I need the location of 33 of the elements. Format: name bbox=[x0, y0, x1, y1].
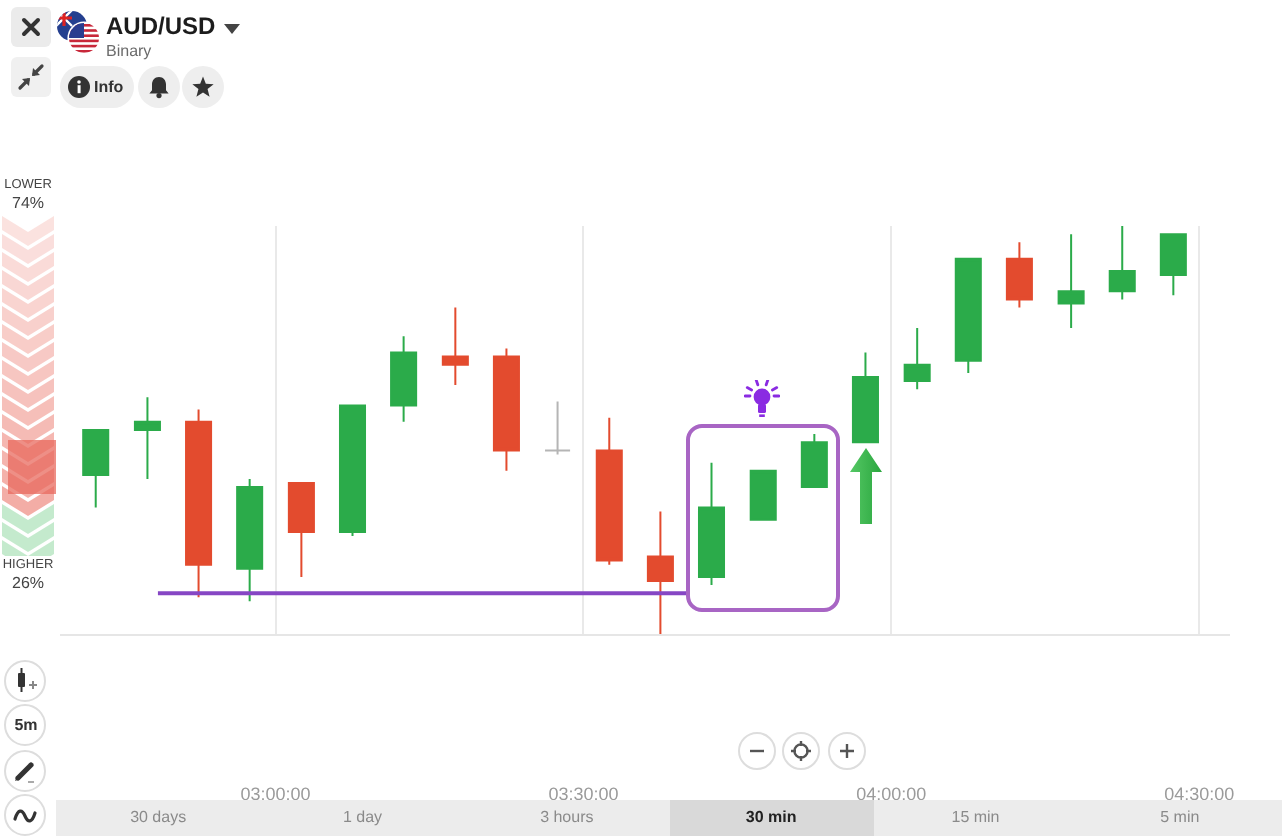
candlestick bbox=[595, 416, 623, 566]
x-tick-label: 04:00:00 bbox=[856, 783, 927, 804]
candlestick bbox=[441, 306, 469, 387]
candlestick bbox=[133, 396, 161, 480]
text: 74% bbox=[11, 194, 45, 212]
candlestick bbox=[1057, 233, 1085, 329]
candlestick bbox=[800, 433, 828, 489]
candlestick bbox=[236, 477, 264, 603]
x-tick-label: 03:00:00 bbox=[240, 783, 311, 804]
tab-bar: 30 days 1 day 3 hours 30 min 15 min 5 min bbox=[56, 800, 1282, 836]
candlestick bbox=[1108, 226, 1136, 301]
candlestick bbox=[954, 257, 982, 374]
candlestick bbox=[544, 400, 572, 456]
text: 26% bbox=[11, 574, 45, 592]
candlestick bbox=[851, 351, 879, 444]
candlestick bbox=[338, 404, 367, 538]
candlestick bbox=[749, 469, 777, 521]
info-button: Info bbox=[60, 66, 134, 108]
x-tick-label: 04:30:00 bbox=[1164, 783, 1235, 804]
candlestick bbox=[646, 510, 674, 634]
candlestick bbox=[390, 335, 418, 423]
candlestick bbox=[492, 347, 520, 472]
candlestick bbox=[185, 408, 213, 599]
chart-title: AUD/USD bbox=[106, 12, 216, 40]
candlestick bbox=[903, 327, 931, 391]
candlestick bbox=[1005, 241, 1033, 309]
chart-subtitle: Binary bbox=[106, 42, 152, 60]
candlestick bbox=[287, 482, 315, 578]
candlestick bbox=[1159, 233, 1187, 297]
candlestick bbox=[82, 429, 110, 509]
round-button: 5m bbox=[4, 704, 46, 746]
candlestick bbox=[697, 461, 726, 587]
x-tick-label: 03:30:00 bbox=[548, 783, 619, 804]
